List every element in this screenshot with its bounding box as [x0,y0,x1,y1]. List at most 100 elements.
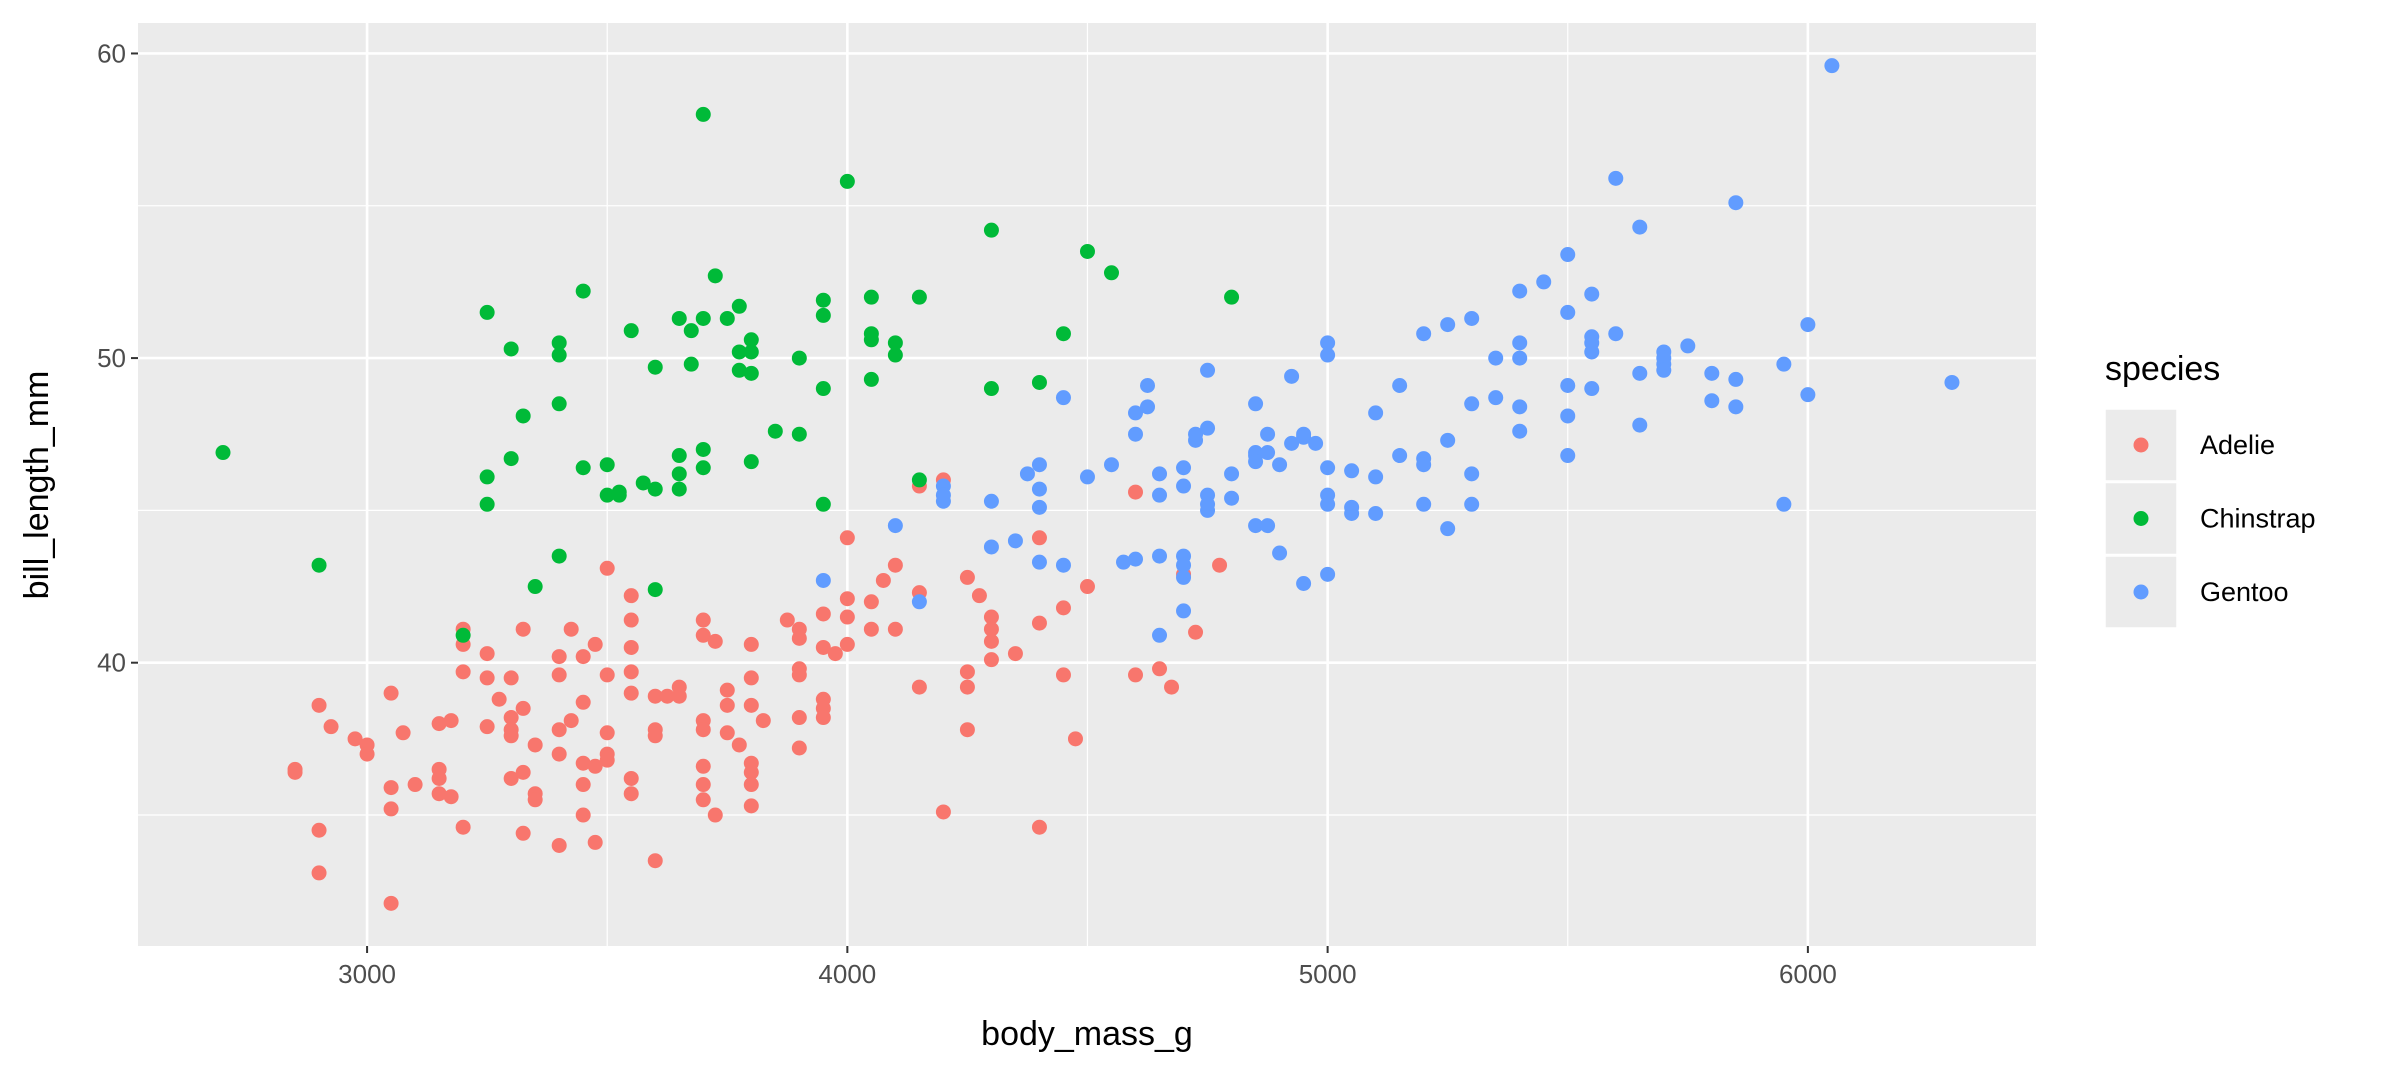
point-gentoo [1368,469,1384,485]
series-gentoo [815,58,1960,643]
point-gentoo [1224,490,1240,506]
point-adelie [407,777,423,793]
point-gentoo [1128,426,1144,442]
point-adelie [719,682,735,698]
point-adelie [551,649,567,665]
point-adelie [959,679,975,695]
point-adelie [983,609,999,625]
y-tick-label: 40 [97,648,126,678]
point-adelie [623,786,639,802]
point-adelie [791,630,807,646]
point-adelie [623,685,639,701]
point-adelie [1031,615,1047,631]
point-adelie [551,722,567,738]
point-chinstrap [863,332,879,348]
point-chinstrap [575,460,591,476]
point-gentoo [1200,502,1216,518]
y-tick-label: 60 [97,38,126,68]
point-gentoo [1656,362,1672,378]
point-adelie [695,758,711,774]
point-chinstrap [599,457,615,473]
x-tick-label: 6000 [1779,959,1837,989]
legend-marker-adelie [2133,437,2149,453]
point-chinstrap [719,310,735,326]
point-chinstrap [863,371,879,387]
point-gentoo [1152,466,1168,482]
point-gentoo [1488,350,1504,366]
point-chinstrap [479,496,495,512]
point-chinstrap [767,423,783,439]
minor-gridlines [138,23,2036,946]
point-adelie [707,633,723,649]
point-adelie [1164,679,1180,695]
legend-label: Adelie [2200,430,2275,460]
point-chinstrap [551,335,567,351]
point-chinstrap [743,332,759,348]
point-adelie [323,719,339,735]
point-gentoo [1560,304,1576,320]
point-gentoo [1536,274,1552,290]
point-gentoo [1560,448,1576,464]
point-adelie [599,752,615,768]
point-adelie [815,639,831,655]
point-adelie [287,764,303,780]
point-gentoo [1140,399,1156,415]
point-chinstrap [575,283,591,299]
point-gentoo [1800,317,1816,333]
point-gentoo [1296,429,1312,445]
point-chinstrap [863,289,879,305]
point-gentoo [1248,518,1264,534]
point-gentoo [1464,396,1480,412]
point-gentoo [1152,548,1168,564]
point-adelie [1067,731,1083,747]
point-gentoo [1368,505,1384,521]
point-adelie [659,688,675,704]
point-adelie [587,758,603,774]
point-gentoo [1368,405,1384,421]
point-chinstrap [1055,326,1071,342]
point-adelie [695,792,711,808]
point-gentoo [1440,432,1456,448]
point-chinstrap [527,579,543,595]
point-adelie [491,691,507,707]
point-adelie [935,804,951,820]
point-adelie [791,710,807,726]
point-gentoo [1560,247,1576,263]
point-gentoo [1392,377,1408,393]
point-gentoo [1416,496,1432,512]
point-adelie [431,786,447,802]
point-adelie [1007,646,1023,662]
point-gentoo [1320,460,1336,476]
point-gentoo [1440,317,1456,333]
point-chinstrap [707,268,723,284]
point-chinstrap [1079,243,1095,259]
point-gentoo [1019,466,1035,482]
point-gentoo [1416,457,1432,473]
point-gentoo [1728,195,1744,211]
point-adelie [647,688,663,704]
point-chinstrap [887,335,903,351]
point-adelie [515,825,531,841]
point-adelie [359,746,375,762]
point-adelie [383,685,399,701]
point-adelie [959,664,975,680]
point-adelie [1212,557,1228,573]
point-chinstrap [743,365,759,381]
point-gentoo [1320,347,1336,363]
point-gentoo [1079,469,1095,485]
point-adelie [575,777,591,793]
point-gentoo [1512,423,1528,439]
point-adelie [719,725,735,741]
point-adelie [599,667,615,683]
point-adelie [743,798,759,814]
point-gentoo [1704,393,1720,409]
point-adelie [1152,661,1168,677]
point-gentoo [1632,365,1648,381]
point-gentoo [1103,457,1119,473]
point-gentoo [815,572,831,588]
point-adelie [983,652,999,668]
point-adelie [827,646,843,662]
point-gentoo [1128,405,1144,421]
point-gentoo [1944,374,1960,390]
